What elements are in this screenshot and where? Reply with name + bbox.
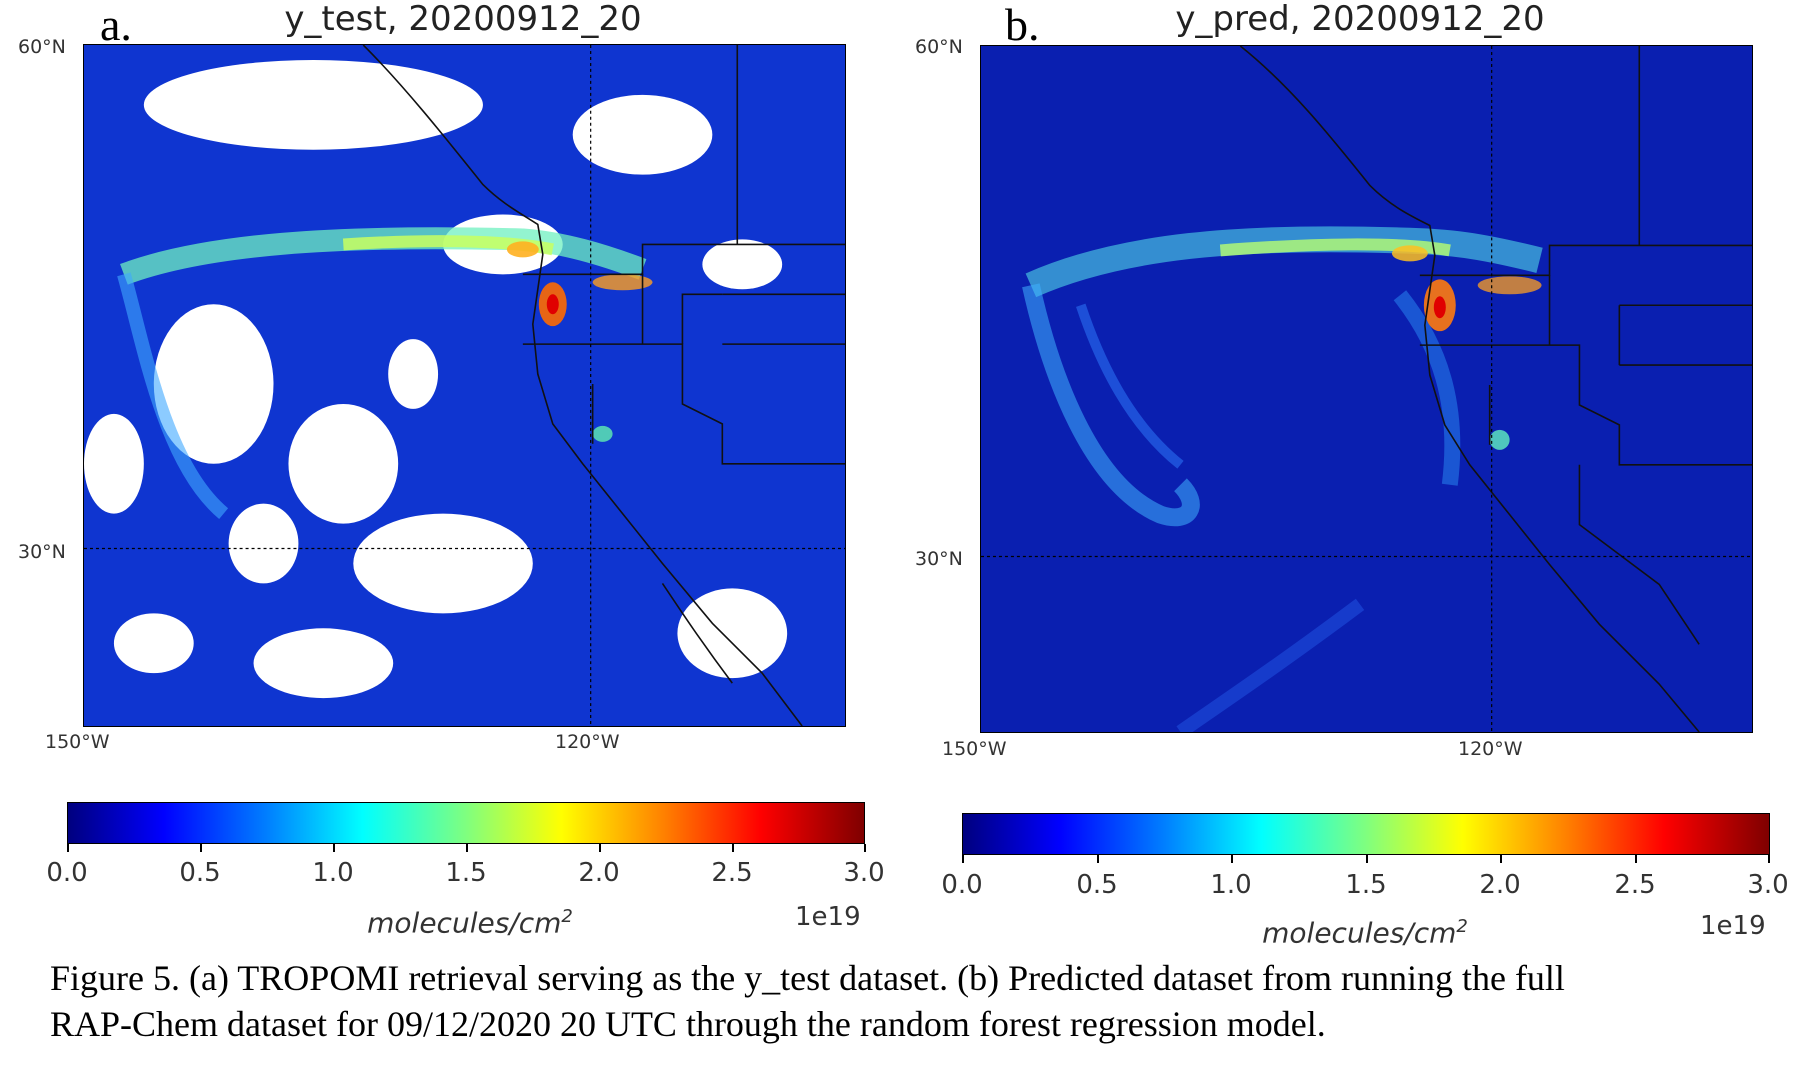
coastlines-borders (1239, 46, 1752, 732)
panel-a-colorbar-multiplier: 1e19 (795, 902, 861, 932)
cbar-a-tick-1: 0.5 (179, 858, 221, 888)
cbar-b-tick-1: 0.5 (1076, 870, 1118, 900)
panel-a-map-svg (84, 45, 845, 726)
panel-a-lon-label-150: 150°W (45, 731, 110, 753)
panel-a-lon-label-120: 120°W (555, 731, 620, 753)
panel-b-map (980, 45, 1753, 733)
figure-caption-line-1: Figure 5. (a) TROPOMI retrieval serving … (50, 958, 1565, 998)
cbar-a-tick-5: 2.5 (711, 858, 753, 888)
panel-b-title: y_pred, 20200912_20 (1175, 0, 1545, 39)
panel-b-colorbar-label: molecules/cm2 (1262, 916, 1468, 950)
panel-b-lon-label-120: 120°W (1458, 738, 1523, 760)
graticule (84, 45, 845, 726)
panel-a-colorbar (67, 802, 865, 844)
cbar-a-tick-6: 3.0 (843, 858, 885, 888)
panel-a-lat-label-60: 60°N (18, 36, 66, 58)
panel-a-title: y_test, 20200912_20 (284, 0, 642, 39)
cbar-a-tick-2: 1.0 (312, 858, 354, 888)
figure-caption: Figure 5. (a) TROPOMI retrieval serving … (50, 955, 1770, 1047)
panel-a-map (83, 44, 846, 727)
field-background (981, 46, 1752, 732)
panel-b-lat-label-30: 30°N (915, 548, 963, 570)
panel-a-colorbar-label: molecules/cm2 (367, 906, 573, 940)
cbar-b-tick-2: 1.0 (1210, 870, 1252, 900)
panel-a-letter: a. (100, 0, 132, 50)
smoke-plume (1022, 226, 1543, 732)
cbar-b-tick-3: 1.5 (1345, 870, 1387, 900)
cbar-a-tick-0: 0.0 (46, 858, 88, 888)
panel-b-colorbar (962, 813, 1770, 855)
cbar-a-tick-3: 1.5 (445, 858, 487, 888)
panel-b-lon-label-150: 150°W (942, 738, 1007, 760)
coastlines-borders (362, 45, 845, 726)
panel-b-letter: b. (1005, 0, 1040, 50)
cbar-a-tick-4: 2.0 (578, 858, 620, 888)
smoke-plume (117, 227, 653, 519)
cbar-b-tick-0: 0.0 (941, 870, 983, 900)
panel-b-colorbar-multiplier: 1e19 (1700, 911, 1766, 941)
panel-b-lat-label-60: 60°N (915, 36, 963, 58)
cbar-b-tick-5: 2.5 (1614, 870, 1656, 900)
panel-b-map-svg (981, 46, 1752, 732)
panel-a-lat-label-30: 30°N (18, 541, 66, 563)
figure-caption-line-2: RAP-Chem dataset for 09/12/2020 20 UTC t… (50, 1004, 1326, 1044)
cbar-b-tick-4: 2.0 (1479, 870, 1521, 900)
graticule (981, 46, 1752, 732)
cbar-b-tick-6: 3.0 (1747, 870, 1789, 900)
